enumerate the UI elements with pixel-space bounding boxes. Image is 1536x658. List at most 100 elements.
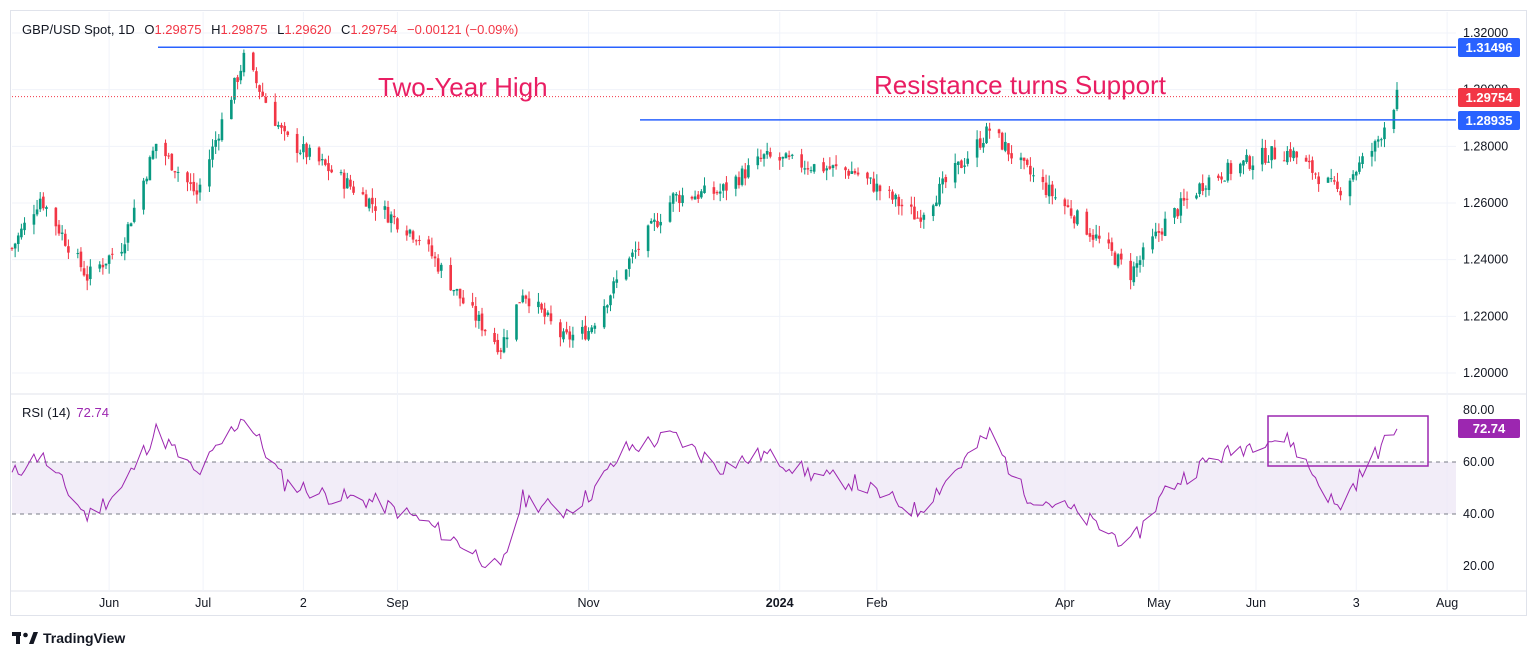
time-tick-label: Nov bbox=[577, 596, 600, 610]
candle-body bbox=[13, 243, 17, 249]
candle-body bbox=[411, 231, 415, 240]
candle-body bbox=[474, 306, 478, 321]
candle-body bbox=[477, 314, 481, 322]
candle-body bbox=[910, 204, 913, 207]
candle-body bbox=[1314, 173, 1317, 175]
candle-body bbox=[693, 196, 697, 200]
candle-body bbox=[1072, 216, 1076, 224]
candle-body bbox=[54, 207, 58, 227]
candle-body bbox=[239, 70, 243, 81]
candle-body bbox=[60, 232, 64, 234]
candle-body bbox=[414, 240, 418, 242]
candle-body bbox=[324, 159, 327, 165]
candle-body bbox=[1107, 239, 1111, 244]
rsi-line bbox=[11, 418, 1398, 569]
candle-body bbox=[515, 304, 518, 340]
change-value: −0.00121 (−0.09%) bbox=[406, 22, 519, 37]
candle-body bbox=[828, 166, 832, 169]
tradingview-logo[interactable]: TradingView bbox=[12, 630, 125, 646]
candle-body bbox=[975, 139, 979, 158]
candle-body bbox=[439, 264, 443, 271]
candle-body bbox=[408, 229, 412, 234]
rsi-band-fill bbox=[12, 462, 1456, 514]
candle-body bbox=[154, 143, 158, 152]
candle-body bbox=[67, 246, 70, 253]
candle-body bbox=[148, 157, 152, 181]
candle-body bbox=[371, 197, 374, 205]
candle-body bbox=[1010, 153, 1013, 159]
candle-body bbox=[565, 329, 568, 333]
candle-body bbox=[273, 101, 277, 126]
candle-body bbox=[627, 258, 631, 269]
candle-body bbox=[1195, 195, 1198, 199]
candle-body bbox=[192, 181, 196, 192]
candle-body bbox=[298, 152, 302, 154]
candle-body bbox=[834, 164, 838, 167]
candle-body bbox=[352, 186, 355, 193]
rsi-label[interactable]: RSI (14) bbox=[22, 405, 71, 420]
rsi-tick-label: 80.00 bbox=[1463, 403, 1494, 417]
high-value: 1.29875 bbox=[220, 22, 268, 37]
candle-body bbox=[233, 77, 236, 100]
candle-body bbox=[559, 322, 562, 338]
candle-body bbox=[800, 154, 803, 168]
candle-body bbox=[869, 177, 872, 179]
candle-body bbox=[787, 155, 791, 157]
candle-body bbox=[110, 253, 114, 255]
candle-body bbox=[624, 269, 628, 280]
candle-body bbox=[32, 214, 36, 225]
price-tag-last: 1.29754 bbox=[1458, 88, 1520, 107]
rsi-tick-label: 40.00 bbox=[1463, 507, 1494, 521]
candle-body bbox=[1176, 209, 1179, 217]
symbol-name[interactable]: GBP/USD Spot, 1D bbox=[22, 22, 135, 37]
candle-body bbox=[85, 274, 89, 281]
candle-body bbox=[812, 164, 816, 172]
candle-body bbox=[584, 325, 587, 340]
candle-body bbox=[89, 266, 92, 280]
candle-body bbox=[101, 264, 105, 268]
candle-body bbox=[606, 305, 609, 308]
candle-body bbox=[897, 196, 901, 207]
candle-body bbox=[283, 125, 286, 132]
candle-body bbox=[546, 312, 550, 316]
candle-body bbox=[1380, 139, 1383, 141]
candle-body bbox=[721, 184, 725, 191]
candle-body bbox=[1336, 181, 1339, 190]
candle-body bbox=[1292, 150, 1295, 159]
candle-body bbox=[900, 204, 904, 207]
candle-body bbox=[1267, 161, 1270, 163]
candle-body bbox=[1317, 176, 1320, 185]
candle-body bbox=[853, 170, 857, 174]
candle-body bbox=[1358, 162, 1361, 172]
candle-body bbox=[696, 194, 700, 199]
candle-body bbox=[822, 162, 825, 172]
candle-body bbox=[1135, 263, 1139, 268]
candle-body bbox=[1173, 207, 1176, 218]
candle-body bbox=[1157, 231, 1161, 233]
candle-body bbox=[759, 157, 763, 159]
price-tick-label: 1.22000 bbox=[1463, 309, 1508, 323]
candle-body bbox=[978, 138, 982, 148]
candle-body bbox=[571, 334, 575, 341]
candle-body bbox=[104, 263, 108, 266]
candle-body bbox=[1032, 175, 1035, 177]
candle-body bbox=[590, 327, 593, 333]
rsi-value-tag: 72.74 bbox=[1458, 419, 1520, 438]
candle-body bbox=[1029, 165, 1032, 175]
candle-body bbox=[944, 177, 948, 183]
candle-body bbox=[765, 150, 769, 155]
candle-body bbox=[1069, 208, 1073, 216]
candle-body bbox=[1160, 231, 1164, 235]
candle-body bbox=[230, 99, 233, 120]
candle-body bbox=[98, 264, 102, 269]
candle-body bbox=[176, 171, 180, 173]
brand-name: TradingView bbox=[43, 630, 126, 646]
candle-body bbox=[502, 337, 506, 353]
candle-body bbox=[1383, 127, 1386, 140]
candle-body bbox=[23, 222, 26, 231]
close-label: C bbox=[340, 22, 351, 37]
candle-body bbox=[327, 163, 330, 172]
candle-body bbox=[505, 337, 509, 340]
candle-body bbox=[1044, 182, 1048, 196]
